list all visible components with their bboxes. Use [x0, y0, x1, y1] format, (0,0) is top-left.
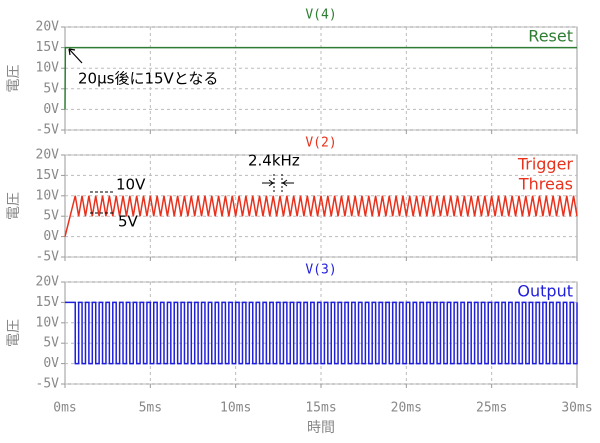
legend-entry: Trigger — [517, 155, 574, 174]
y-tick-label: 0V — [43, 102, 59, 117]
y-tick-label: 10V — [36, 61, 60, 76]
panel: -5V 0V 5V 10V 15V 20V V(4) 電圧 Reset — [6, 8, 578, 138]
annotation: 20µs後に15Vとなる — [78, 70, 218, 88]
y-tick-label: 5V — [43, 209, 59, 224]
panel-title: V(4) — [305, 8, 336, 23]
x-tick-label: 15ms — [305, 401, 336, 416]
y-tick-label: 0V — [43, 229, 59, 244]
y-tick-label: -5V — [36, 123, 60, 138]
x-tick-label: 0ms — [53, 401, 76, 416]
arrow — [68, 48, 83, 64]
series-line — [64, 195, 578, 237]
y-axis-label: 電圧 — [6, 192, 22, 220]
annotations: 20µs後に15Vとなる 10V 5V 2.4kHz — [68, 48, 300, 231]
x-tick-label: 25ms — [476, 401, 507, 416]
legend-entry: Output — [517, 282, 573, 301]
y-tick-label: 20V — [36, 148, 60, 163]
x-tick-label: 30ms — [561, 401, 592, 416]
y-tick-label: 15V — [36, 168, 60, 183]
x-tick-label: 20ms — [391, 401, 422, 416]
y-tick-label: 5V — [43, 81, 59, 96]
x-tick-label: 5ms — [139, 401, 162, 416]
y-tick-label: 0V — [43, 356, 59, 371]
series-line — [64, 46, 577, 110]
arrows — [262, 179, 294, 187]
y-tick-label: 20V — [36, 275, 60, 290]
y-tick-label: -5V — [36, 377, 60, 392]
x-axis-label: 時間 — [307, 420, 335, 436]
arrow-head — [68, 48, 76, 56]
y-tick-label: 15V — [36, 295, 60, 310]
annotation: 10V — [116, 176, 146, 194]
x-tick-label: 10ms — [220, 401, 251, 416]
y-tick-label: -5V — [36, 250, 60, 265]
y-axis-label: 電圧 — [6, 65, 22, 93]
panel: -5V 0V 5V 10V 15V 20V 0ms 5ms 10ms 15ms 20ms 25ms 30… — [6, 263, 593, 437]
y-tick-label: 10V — [36, 315, 60, 330]
y-axis-label: 電圧 — [6, 319, 22, 347]
panel-title: V(3) — [305, 263, 336, 278]
series-line — [65, 301, 578, 365]
panel-title: V(2) — [305, 136, 336, 151]
y-tick-label: 20V — [36, 20, 60, 35]
legend-entry: Threas — [518, 175, 573, 194]
annotation: 2.4kHz — [248, 152, 300, 170]
annotation: 5V — [118, 213, 139, 231]
legend-entry: Reset — [528, 27, 573, 46]
y-tick-label: 5V — [43, 336, 59, 351]
y-tick-label: 10V — [36, 188, 60, 203]
y-tick-label: 15V — [36, 40, 60, 55]
